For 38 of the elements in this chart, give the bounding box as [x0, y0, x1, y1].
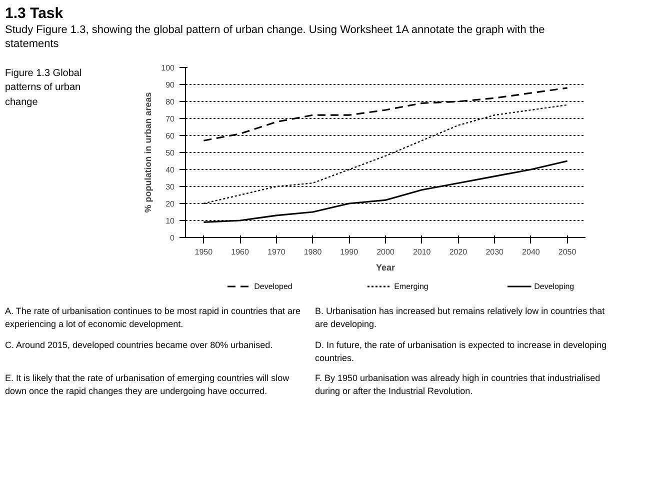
x-tick-label: 1980 — [304, 248, 322, 256]
x-tick-label: 2010 — [412, 248, 432, 256]
line-series — [202, 87, 568, 142]
y-tick-label: 40 — [166, 166, 176, 174]
y-tick-label: 30 — [166, 182, 176, 192]
x-tick-label: 2040 — [522, 248, 540, 256]
y-tick-label: 70 — [166, 114, 176, 124]
y-tick-label: 20 — [166, 200, 176, 208]
x-tick-label: 2050 — [558, 248, 577, 256]
y-tick-label: 0 — [170, 234, 176, 242]
text: B. Urbanisation has increased but remains relatively low in countries that are developing. — [315, 305, 606, 331]
y-tick-label: 80 — [166, 98, 176, 106]
legend-label: Developed — [254, 282, 292, 291]
line-series — [203, 104, 568, 204]
y-tick-label: 60 — [166, 132, 176, 140]
text: A. The rate of urbanisation continues to be most rapid in countries that are experiencing a lot of economic development. — [5, 305, 302, 331]
legend-label: Emerging — [394, 282, 428, 291]
x-tick-label: 2000 — [376, 248, 395, 256]
x-tick-label: 1950 — [194, 248, 214, 256]
y-tick-label: 100 — [161, 64, 176, 72]
chart-subtitle: Study Figure 1.3, showing the global pattern of urban change. Using Worksheet 1A annotate the graph with the statements — [5, 24, 546, 52]
x-axis-title: Year — [376, 262, 396, 272]
text: F. By 1950 urbanisation was already high in countries that industrialised during or after the Industrial Revolution. — [315, 372, 602, 398]
x-tick-label: 2030 — [486, 248, 504, 256]
x-tick-label: 1960 — [231, 248, 250, 256]
text: 1.3 Task — [5, 5, 64, 24]
y-tick-label: 90 — [166, 80, 176, 90]
text: D. In future, the rate of urbanisation is expected to increase in developing countries. — [315, 338, 608, 364]
x-tick-label: 1970 — [268, 248, 286, 256]
x-tick-label: 2020 — [449, 248, 468, 256]
legend-label: Developing — [534, 282, 574, 291]
x-tick-label: 1990 — [340, 248, 359, 256]
y-axis-title: % population in urban areas — [143, 92, 154, 213]
y-tick-label: 10 — [166, 216, 176, 226]
y-tick-label: 50 — [166, 148, 176, 158]
caption: Figure 1.3 Global patterns of urban change — [5, 67, 83, 110]
text: E. It is likely that the rate of urbanisation of emerging countries will slow down once the rapid changes they are undergoing have occurred. — [5, 372, 290, 398]
text: C. Around 2015, developed countries became over 80% urbanised. — [5, 338, 274, 352]
